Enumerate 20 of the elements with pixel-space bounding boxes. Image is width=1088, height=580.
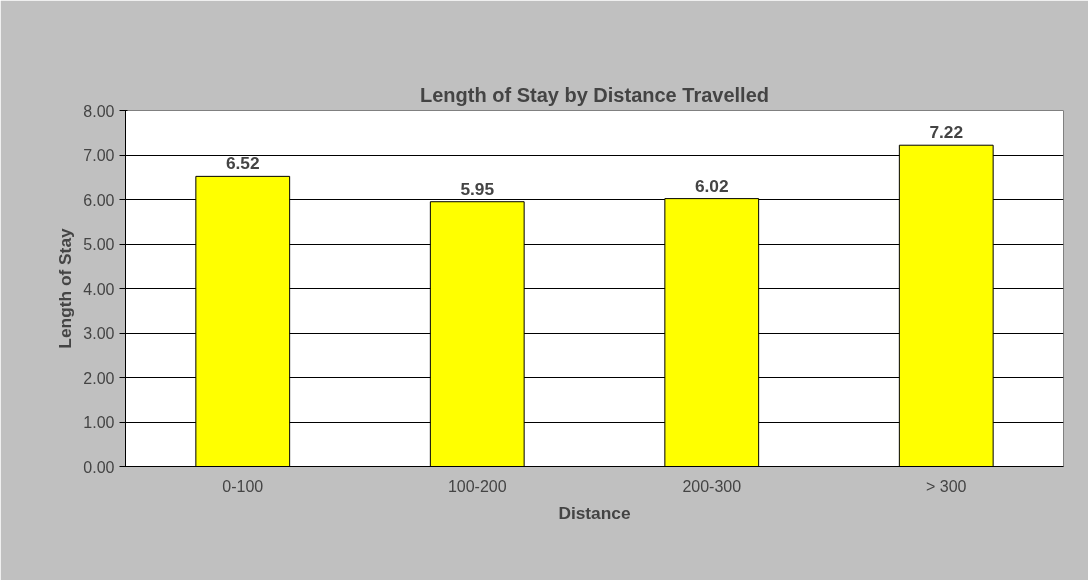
y-tick-label: 1.00: [83, 414, 115, 431]
chart-title: Length of Stay by Distance Travelled: [420, 83, 769, 106]
y-tick-label: 3.00: [83, 325, 115, 342]
x-axis-title: Distance: [558, 502, 631, 523]
y-axis-title: Length of Stay: [55, 227, 76, 349]
y-tick-label: 6.00: [83, 191, 115, 209]
x-tick-label: 0-100: [222, 477, 264, 495]
x-tick-label: > 300: [926, 477, 967, 495]
y-tick-label: 4.00: [83, 280, 115, 298]
data-label: 6.52: [225, 153, 260, 174]
data-label: 5.95: [460, 178, 495, 199]
y-tick-label: 7.00: [83, 147, 115, 164]
data-label: 6.02: [694, 175, 729, 196]
data-label: 7.22: [929, 122, 964, 143]
x-tick-label: 100-200: [447, 477, 507, 495]
y-tick-label: 8.00: [83, 102, 115, 120]
x-tick-label: 200-300: [682, 477, 742, 495]
y-tick-label: 0.00: [83, 458, 115, 476]
y-tick-label: 5.00: [83, 236, 115, 253]
y-tick-label: 2.00: [83, 369, 115, 387]
